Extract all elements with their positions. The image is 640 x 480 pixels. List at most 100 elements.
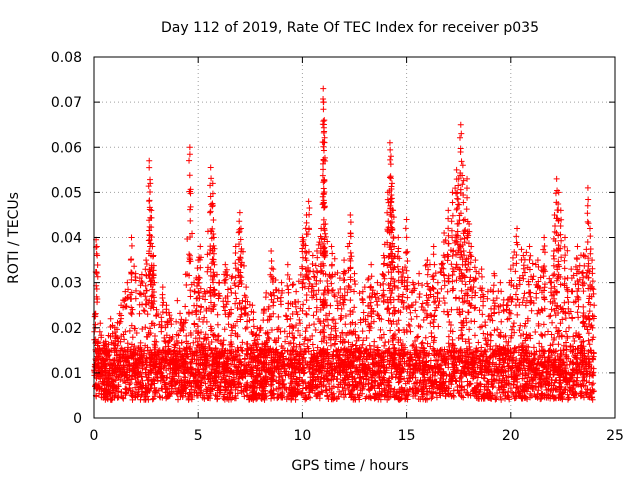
data-point (471, 318, 478, 325)
data-point (535, 387, 542, 394)
data-point (405, 303, 412, 310)
data-point (271, 394, 278, 401)
data-point (514, 385, 521, 392)
data-point (588, 381, 595, 388)
data-point (309, 369, 316, 376)
data-point (450, 387, 457, 394)
data-point (329, 286, 336, 293)
data-point (361, 350, 368, 357)
data-point (538, 331, 545, 338)
data-point (419, 300, 426, 307)
data-point (262, 294, 269, 301)
data-point (407, 328, 414, 335)
data-point (329, 317, 336, 324)
data-point (548, 306, 555, 313)
data-point (371, 338, 378, 345)
data-point (118, 389, 125, 396)
data-point (516, 371, 523, 378)
data-point (142, 301, 149, 308)
data-point (538, 306, 545, 313)
data-point (505, 388, 512, 395)
data-point (145, 374, 152, 381)
data-point (575, 314, 582, 321)
data-point (342, 321, 349, 328)
data-point (396, 327, 403, 334)
data-point (143, 260, 150, 267)
data-point (179, 392, 186, 399)
data-point (549, 319, 556, 326)
data-point (347, 329, 354, 336)
data-point (191, 320, 198, 327)
data-point (548, 331, 555, 338)
data-point (327, 364, 334, 371)
data-point (554, 352, 561, 359)
data-point (302, 328, 309, 335)
data-point (539, 332, 546, 339)
data-point (160, 299, 167, 306)
data-point (284, 316, 291, 323)
data-point (274, 295, 281, 302)
data-point (431, 299, 438, 306)
data-point (457, 374, 464, 381)
data-point (177, 310, 184, 317)
data-point (123, 303, 130, 310)
data-point (516, 327, 523, 334)
data-point (427, 357, 434, 364)
data-point (96, 328, 103, 335)
data-point (242, 325, 249, 332)
data-point (485, 383, 492, 390)
data-point (586, 341, 593, 348)
data-point (550, 272, 557, 279)
data-point (479, 311, 486, 318)
data-point (569, 314, 576, 321)
data-point (300, 354, 307, 361)
data-point (359, 328, 366, 335)
data-point (182, 303, 189, 310)
data-point (512, 291, 519, 298)
data-point (507, 385, 514, 392)
data-point (528, 307, 535, 314)
data-point (528, 392, 535, 399)
data-point (509, 364, 516, 371)
data-point (346, 354, 353, 361)
data-point (395, 326, 402, 333)
data-point (453, 261, 460, 268)
data-point (226, 373, 233, 380)
data-point (136, 310, 143, 317)
data-point (533, 290, 540, 297)
data-point (430, 323, 437, 330)
data-point (346, 381, 353, 388)
data-point (229, 327, 236, 334)
data-point (475, 339, 482, 346)
data-point (429, 394, 436, 401)
data-point (586, 308, 593, 315)
data-point (510, 381, 517, 388)
data-point (565, 324, 572, 331)
data-point (562, 315, 569, 322)
data-point (557, 380, 564, 387)
data-point (466, 326, 473, 333)
data-point (366, 342, 373, 349)
data-point (408, 316, 415, 323)
data-point (201, 314, 208, 321)
data-point (120, 395, 127, 402)
data-point (587, 387, 594, 394)
data-point (277, 294, 284, 301)
data-point (580, 309, 587, 316)
data-point (374, 302, 381, 309)
data-point (564, 391, 571, 398)
data-point (196, 316, 203, 323)
data-point (574, 293, 581, 300)
data-point (437, 375, 444, 382)
data-point (404, 274, 411, 281)
data-point (309, 341, 316, 348)
data-point (509, 254, 516, 261)
data-point (347, 249, 354, 256)
data-point (254, 362, 261, 369)
data-point (547, 312, 554, 319)
data-point (143, 361, 150, 368)
data-point (444, 311, 451, 318)
data-point (585, 330, 592, 337)
data-point (124, 340, 131, 347)
